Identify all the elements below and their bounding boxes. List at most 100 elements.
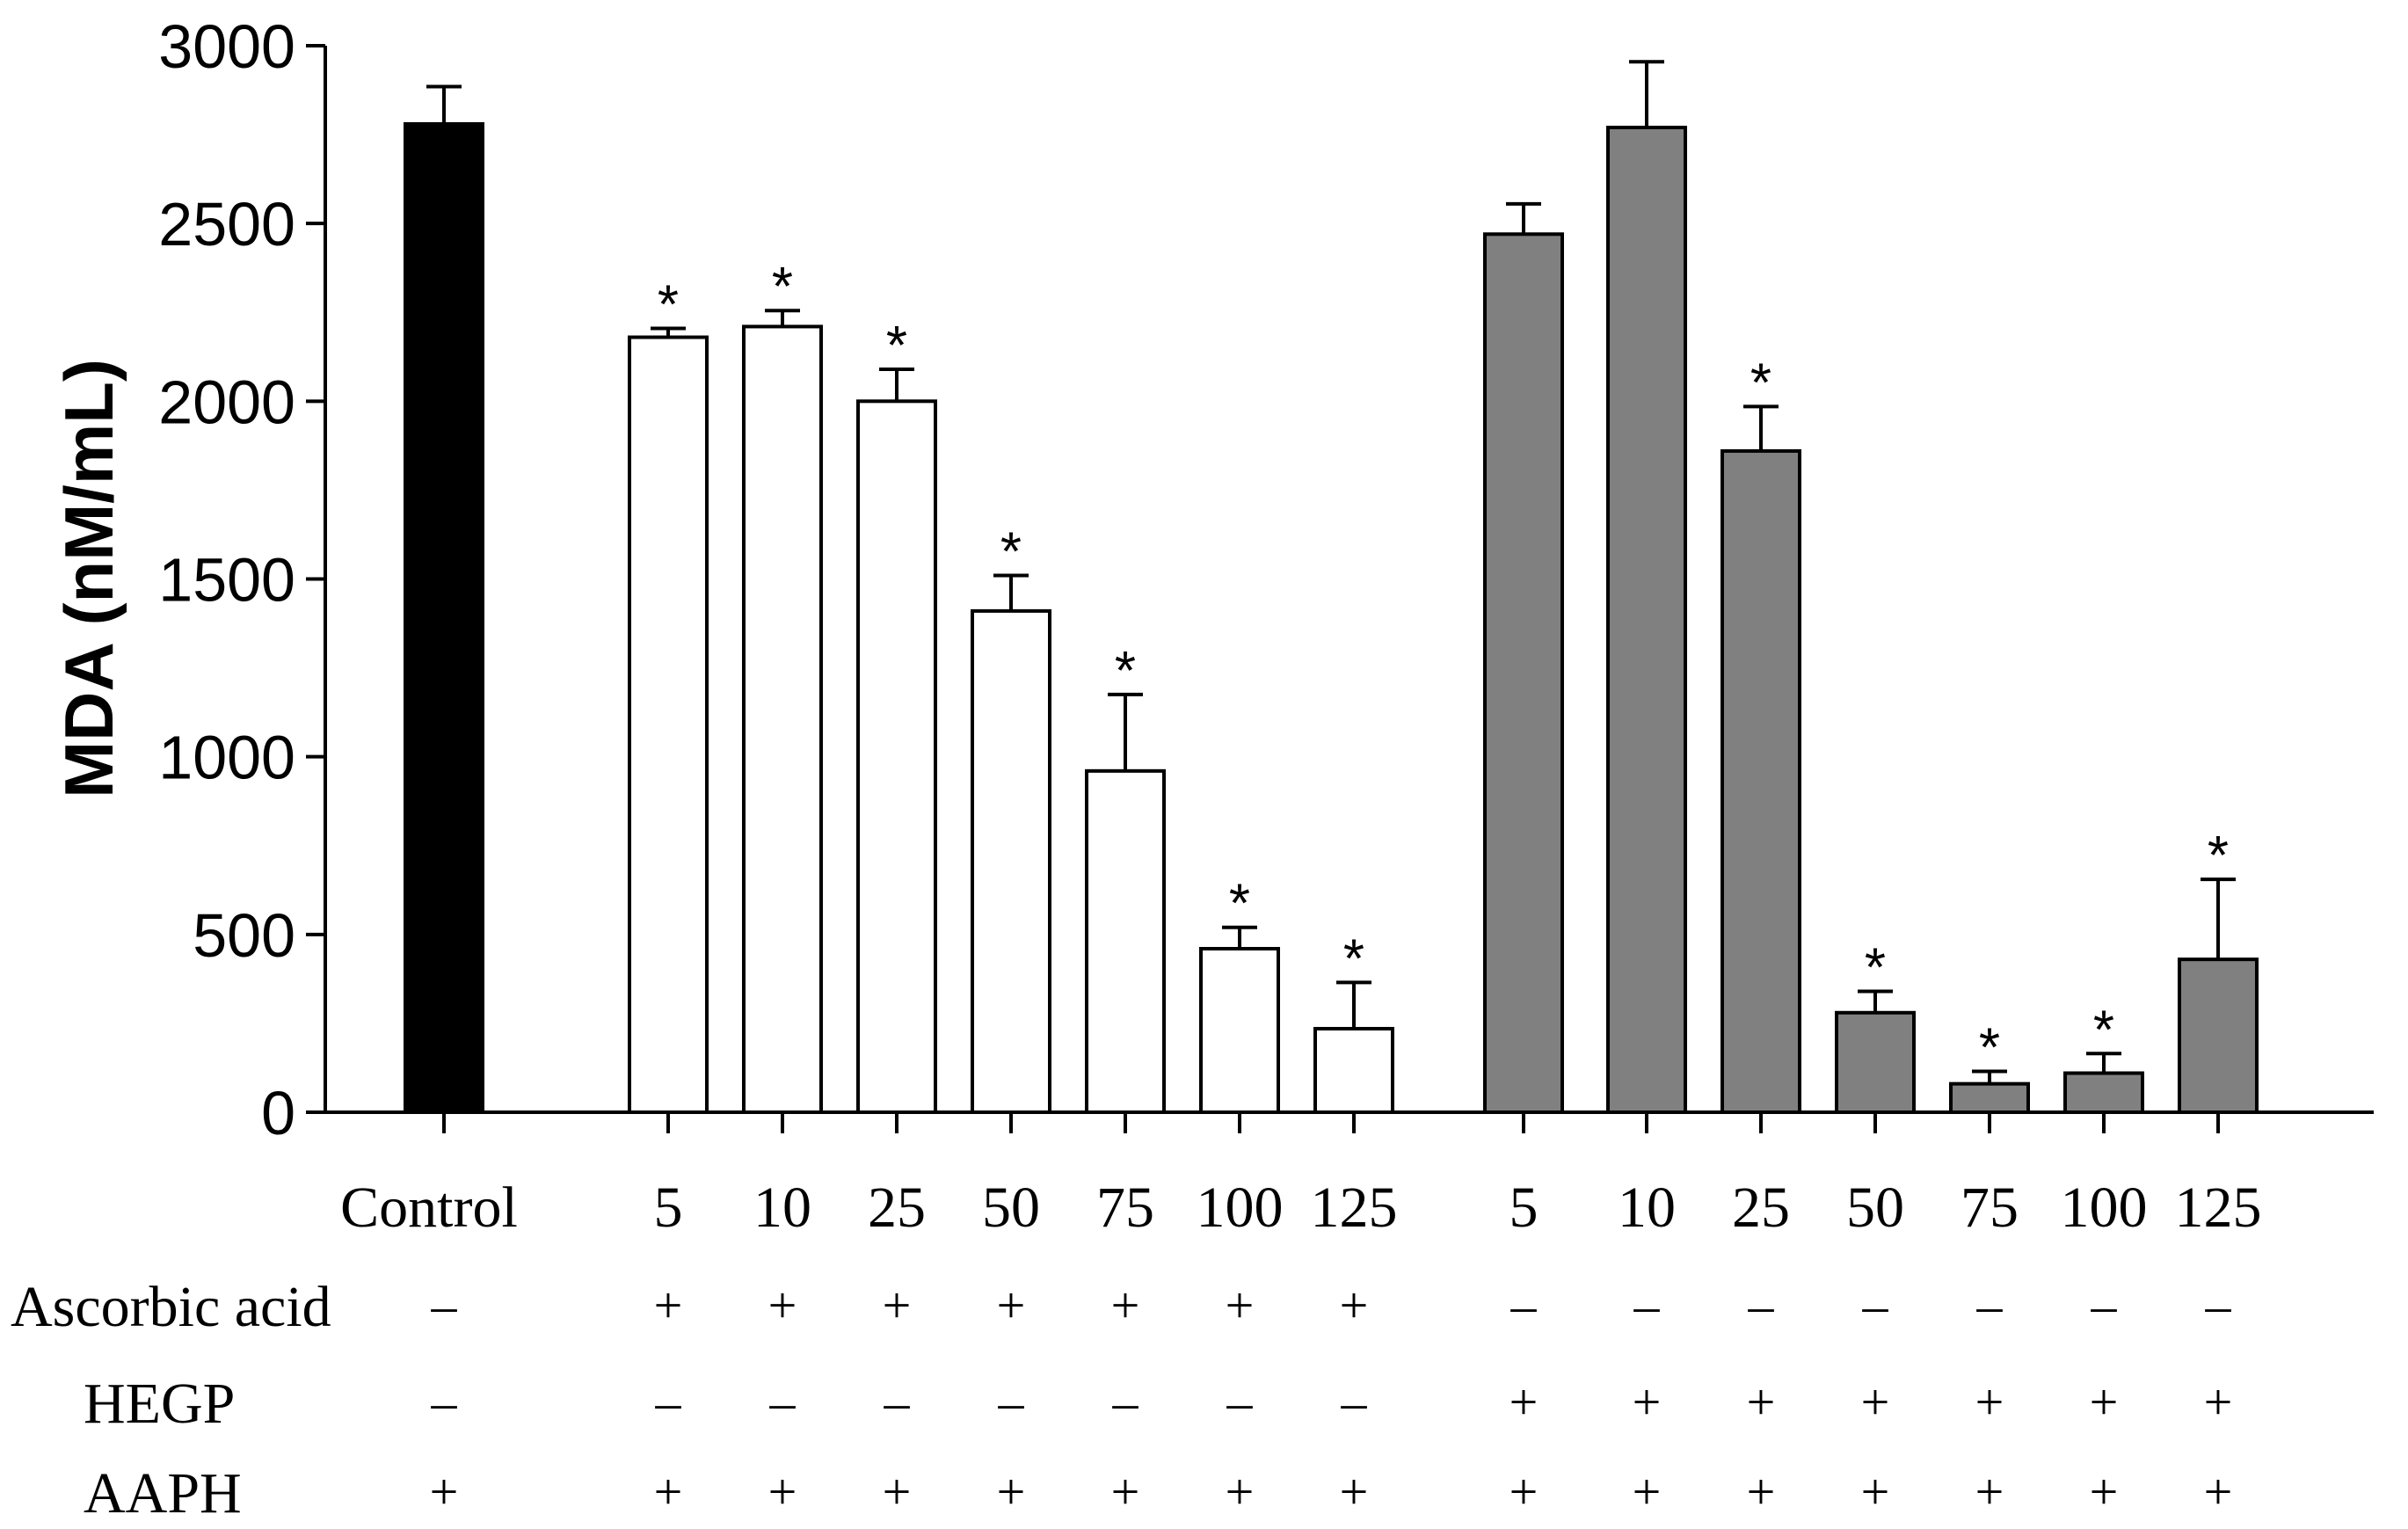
bar-hegp	[1483, 232, 1564, 1114]
y-axis-title: MDA (nM/mL)	[50, 359, 127, 798]
treatment-sign: +	[1226, 1277, 1255, 1334]
x-tick-label: 25	[1732, 1176, 1790, 1240]
treatment-sign: –	[1226, 1373, 1254, 1431]
bar-hegp	[2063, 1071, 2144, 1114]
treatment-sign: +	[1111, 1277, 1140, 1334]
bar-ascorbic	[742, 324, 823, 1114]
treatment-sign: +	[1340, 1277, 1369, 1334]
x-tick-label: 75	[1096, 1176, 1154, 1240]
treatment-sign: +	[1633, 1373, 1662, 1431]
x-tick-label: 5	[1510, 1176, 1539, 1240]
bar-hegp	[1949, 1081, 2030, 1114]
treatment-sign: +	[2090, 1373, 2119, 1431]
x-tick-label: 100	[1197, 1176, 1284, 1240]
treatment-sign: +	[1747, 1373, 1776, 1431]
bar-hegp	[2178, 957, 2259, 1115]
treatment-sign: +	[2204, 1463, 2233, 1520]
treatment-sign: +	[430, 1463, 459, 1520]
significance-star: *	[1979, 1018, 2000, 1079]
treatment-row-label: Ascorbic acid	[11, 1275, 331, 1339]
x-tick-label: 75	[1961, 1176, 2019, 1240]
treatment-sign: –	[769, 1373, 797, 1431]
treatment-sign: –	[2091, 1277, 2118, 1334]
treatment-sign: –	[431, 1277, 458, 1334]
y-tick-label: 1000	[158, 724, 295, 792]
chart-axes: 0 500 1000 1500 2000 2500 3000 MDA (nM/mL)	[50, 12, 2374, 1147]
treatment-sign: +	[1340, 1463, 1369, 1520]
significance-star: *	[2093, 1000, 2114, 1060]
treatment-sign: –	[1748, 1277, 1775, 1334]
x-tick-label: 125	[2175, 1176, 2262, 1240]
treatment-sign: –	[1976, 1277, 2004, 1334]
treatment-sign: +	[1633, 1463, 1662, 1520]
treatment-sign: +	[768, 1463, 797, 1520]
bar-ascorbic	[856, 399, 937, 1115]
x-tick-label: 125	[1311, 1176, 1398, 1240]
treatment-sign: –	[884, 1373, 911, 1431]
bar-control	[404, 121, 484, 1114]
treatment-sign: +	[1226, 1463, 1255, 1520]
x-tick-label: 50	[982, 1176, 1040, 1240]
bar-hegp	[1606, 125, 1687, 1114]
treatment-sign: +	[883, 1277, 912, 1334]
treatment-sign: –	[1510, 1277, 1538, 1334]
treatment-sign: +	[997, 1277, 1026, 1334]
y-tick-label: 1500	[158, 546, 295, 615]
treatment-sign: +	[883, 1463, 912, 1520]
bar-ascorbic	[1199, 947, 1280, 1115]
x-tick-label: 10	[753, 1176, 811, 1240]
bar-hegp	[1721, 448, 1801, 1114]
treatment-sign: +	[2204, 1373, 2233, 1431]
x-tick-label: 5	[654, 1176, 683, 1240]
treatment-sign: –	[1341, 1373, 1368, 1431]
treatment-sign: –	[655, 1373, 682, 1431]
treatment-sign: +	[1747, 1463, 1776, 1520]
treatment-sign: +	[1975, 1373, 2004, 1431]
treatment-sign: –	[1633, 1277, 1661, 1334]
treatment-sign: +	[654, 1277, 683, 1334]
significance-star: *	[1000, 521, 1022, 582]
treatment-sign: +	[1510, 1373, 1539, 1431]
chart-bars	[404, 60, 2259, 1115]
significance-star: *	[1750, 353, 1771, 413]
significance-star: *	[2208, 826, 2229, 886]
significance-star: *	[1865, 938, 1886, 999]
treatment-row-label: AAPH	[84, 1461, 242, 1525]
x-tick-label: 100	[2061, 1176, 2148, 1240]
bar-ascorbic	[971, 608, 1051, 1114]
treatment-sign: +	[1975, 1463, 2004, 1520]
treatment-sign: +	[768, 1277, 797, 1334]
treatment-row-label: HEGP	[84, 1372, 235, 1436]
y-tick-label: 2000	[158, 368, 295, 436]
chart-labels: Control * 5 * 10 * 25 * 50 * 75 * 100 * 125 5 10 * 25 * 50 * 7…	[340, 257, 2261, 1240]
significance-star: *	[886, 316, 907, 376]
treatment-sign: –	[2205, 1277, 2232, 1334]
bar-ascorbic	[628, 335, 709, 1114]
treatment-sign: +	[1861, 1463, 1890, 1520]
significance-star: *	[1343, 928, 1364, 989]
y-tick-label: 3000	[158, 12, 295, 81]
treatment-sign: –	[998, 1373, 1025, 1431]
bar-ascorbic	[1313, 1026, 1394, 1115]
y-tick-label: 500	[193, 901, 295, 970]
significance-star: *	[772, 257, 793, 317]
significance-star: *	[658, 274, 679, 335]
x-tick-label: Control	[340, 1176, 518, 1240]
treatment-table: Ascorbic acid – + + + + + + + – – – – – – – HEGP – – – – – – – –…	[11, 1275, 2232, 1525]
treatment-sign: +	[1111, 1463, 1140, 1520]
significance-star: *	[1115, 641, 1136, 702]
treatment-sign: –	[1112, 1373, 1139, 1431]
y-tick-label: 0	[261, 1079, 295, 1147]
bar-hegp	[1835, 1010, 1916, 1114]
treatment-sign: –	[431, 1373, 458, 1431]
treatment-sign: –	[1862, 1277, 1889, 1334]
treatment-sign: +	[654, 1463, 683, 1520]
bar-ascorbic	[1085, 768, 1166, 1115]
x-tick-label: 50	[1846, 1176, 1904, 1240]
significance-star: *	[1229, 874, 1250, 935]
treatment-sign: +	[997, 1463, 1026, 1520]
x-tick-label: 10	[1618, 1176, 1676, 1240]
treatment-sign: +	[1861, 1373, 1890, 1431]
x-tick-label: 25	[868, 1176, 926, 1240]
